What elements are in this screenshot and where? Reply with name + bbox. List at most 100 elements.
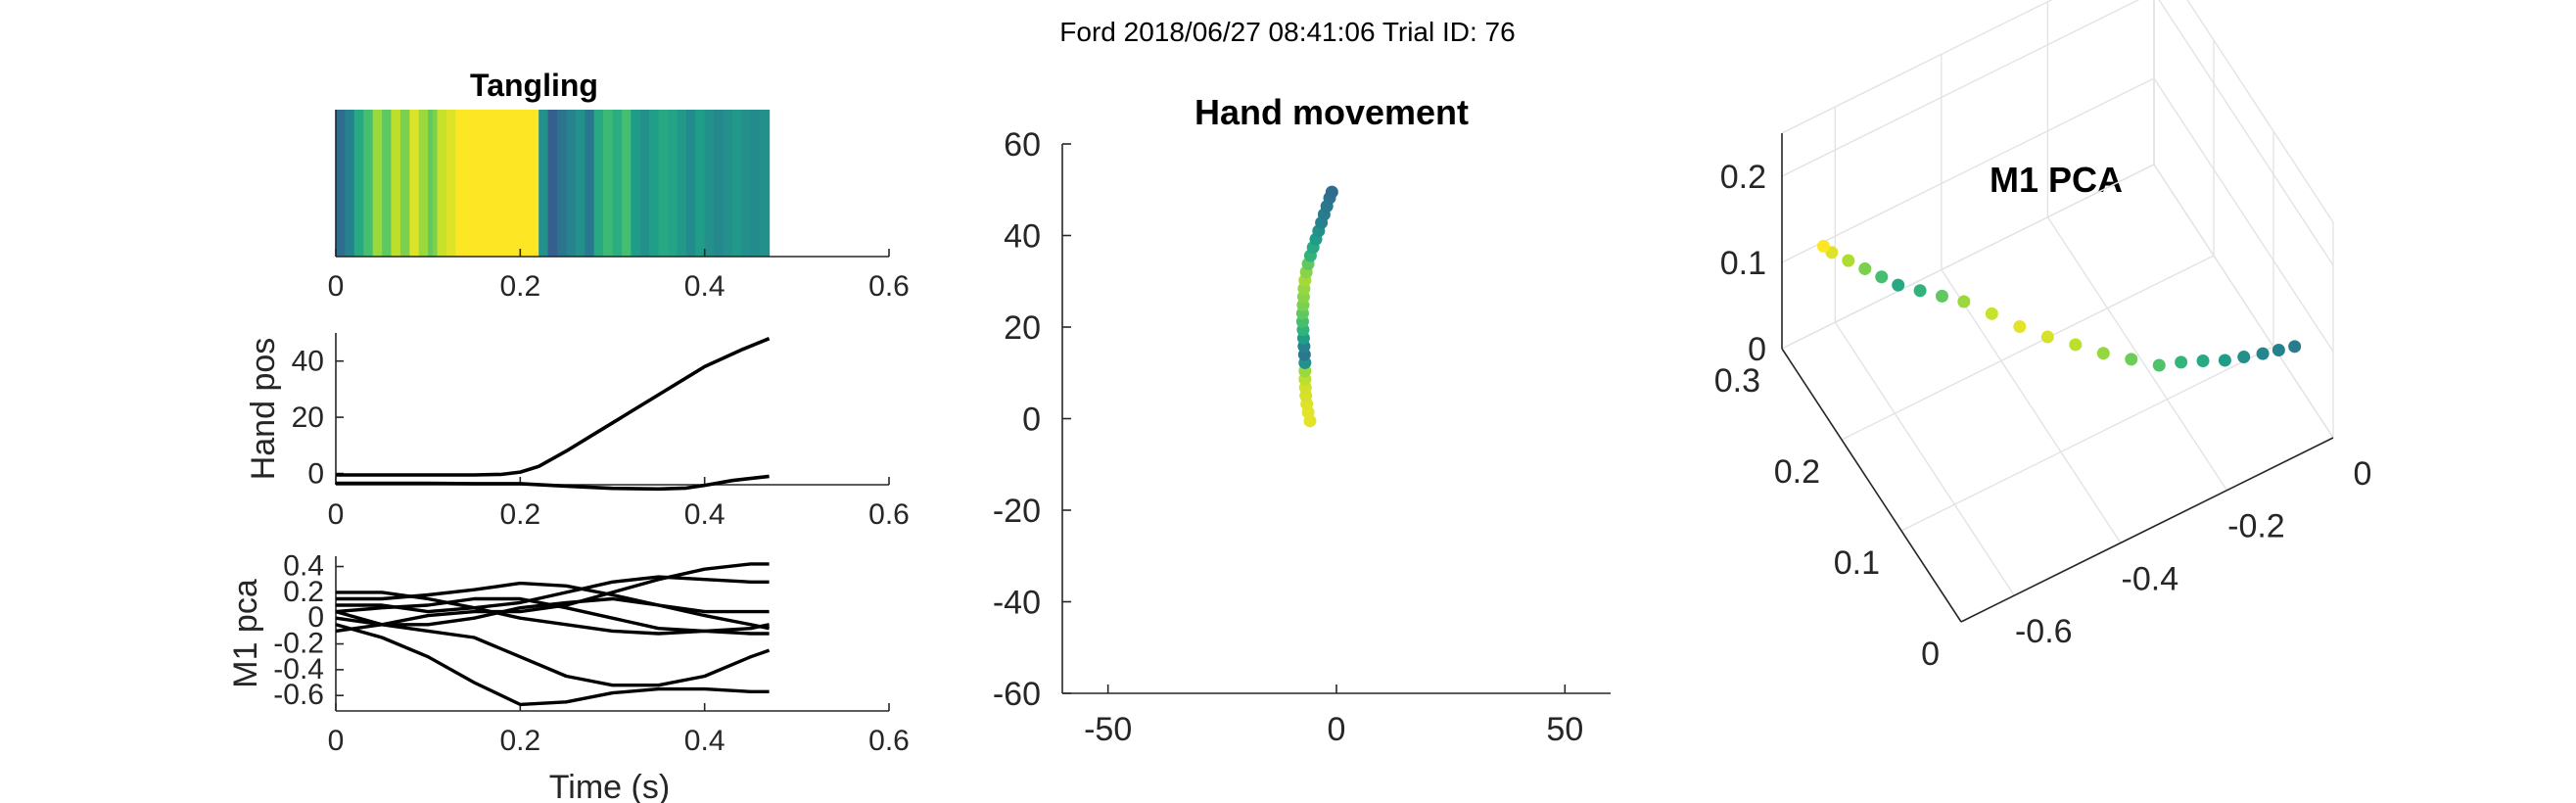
m1-pca-y-tick-label: 0.2 [283, 576, 324, 608]
m1-pca-trace [335, 562, 770, 634]
tangling-cell [367, 110, 374, 257]
m1-pca-3d-point [1842, 254, 1855, 267]
tangling-x-tick-label: 0.4 [684, 270, 726, 303]
m1-pca-trace [335, 596, 770, 627]
tangling-cell [492, 110, 498, 257]
hand-movement-x-tick-label: 50 [1546, 711, 1583, 748]
m1-pca-3d-point [2125, 353, 2138, 366]
hand-movement-point [1325, 185, 1338, 199]
tangling-cell [432, 110, 439, 257]
m1-pca-y-tick-label: -0.6 [273, 679, 324, 711]
back-wall-grid-line [1781, 77, 2155, 263]
tangling-cell [478, 110, 485, 257]
tangling-cell [529, 110, 536, 257]
m1-pca-3d-title: M1 PCA [1990, 160, 2123, 200]
tangling-cell [658, 110, 664, 257]
m1-pca-3d-point [1858, 261, 1872, 275]
m1-pca-3d-x-axis [1960, 437, 2334, 623]
tangling-cell [404, 110, 410, 257]
tangling-x-tick-label: 0 [328, 270, 345, 303]
m1-pca-3d-y-axis [1781, 348, 1962, 623]
tangling-x-tick-label: 0.6 [868, 270, 910, 303]
tangling-cell [764, 110, 771, 257]
tangling-cell [714, 110, 720, 257]
tangling-cell [386, 110, 393, 257]
tangling-cell [681, 110, 687, 257]
tangling-cell [442, 110, 447, 257]
m1-pca-3d-point [2152, 358, 2166, 372]
hand-pos-trace [336, 474, 770, 492]
tangling-cell [704, 110, 710, 257]
m1-pca-3d-point [2272, 343, 2285, 356]
tangling-cell [353, 110, 360, 257]
m1-pca-x-tick-label: 0.6 [868, 725, 910, 757]
tangling-cell [635, 110, 641, 257]
tangling-x-tick-label: 0.2 [499, 270, 540, 303]
tangling-cell [649, 110, 655, 257]
tangling-cell [727, 110, 733, 257]
hand-movement-y-tick-label: 0 [1022, 402, 1041, 439]
tangling-cell [571, 110, 577, 257]
tangling-cell [488, 110, 493, 257]
tangling-cell [755, 110, 761, 257]
tangling-cell [668, 110, 674, 257]
side-wall-grid-line [2153, 164, 2334, 439]
m1-pca-3d-x-tick-label: -0.2 [2227, 508, 2285, 545]
tangling-cell [626, 110, 632, 257]
hand-movement-y-tick-label: 60 [1004, 126, 1041, 164]
tangling-cell [736, 110, 742, 257]
m1-pca-x-tick-label: 0 [328, 725, 345, 757]
tangling-cell [534, 110, 539, 257]
m1-pca-3d-x-tick-label: 0 [2354, 455, 2372, 493]
m1-pca-3d-point [1985, 307, 1998, 320]
box-edge [2186, 0, 2334, 223]
tangling-cell [644, 110, 650, 257]
tangling-cell [510, 110, 517, 257]
floor-grid-line [1900, 346, 2274, 532]
tangling-cell [437, 110, 443, 257]
tangling-cell [464, 110, 471, 257]
hand-movement-title: Hand movement [1194, 92, 1469, 132]
tangling-cell [631, 110, 636, 257]
m1-pca-3d-point [2013, 320, 2027, 334]
tangling-cell [672, 110, 679, 257]
tangling-cell [450, 110, 457, 257]
m1-pca-x-label: Time (s) [549, 769, 670, 803]
tangling-cell [340, 110, 347, 257]
m1-pca-y-tick-label: -0.2 [273, 628, 324, 660]
tangling-cell [418, 110, 425, 257]
m1-pca-y-tick-label: 0.4 [283, 550, 324, 583]
tangling-cell [506, 110, 512, 257]
tangling-cell [423, 110, 429, 257]
m1-pca-3d-x-tick-label: -0.6 [2015, 613, 2073, 650]
tangling-cell [501, 110, 507, 257]
m1-pca-3d-point [2096, 347, 2110, 360]
hand-pos-panel: 0 0.2 0.4 0.6 0 20 40 Hand pos [245, 333, 910, 531]
tangling-cell [520, 110, 526, 257]
hand-pos-x-tick-label: 0 [328, 498, 345, 531]
tangling-cell [525, 110, 531, 257]
hand-pos-y-tick-label: 40 [292, 346, 324, 378]
m1-pca-3d-point [2040, 330, 2054, 344]
m1-pca-trace [336, 590, 770, 636]
tangling-cell [760, 110, 766, 257]
tangling-cell [607, 110, 614, 257]
m1-pca-y-label: M1 pca [227, 579, 264, 688]
m1-pca-3d-point [1957, 295, 1971, 308]
tangling-cell [428, 110, 434, 257]
tangling-cell [677, 110, 682, 257]
tangling-cell [699, 110, 706, 257]
tangling-cell [575, 110, 582, 257]
m1-pca-3d-point [1875, 270, 1889, 284]
tangling-cell [455, 110, 461, 257]
tangling-cell [496, 110, 503, 257]
m1-pca-x-tick-label: 0.4 [684, 725, 726, 757]
tangling-cell [723, 110, 728, 257]
m1-pca-3d-point [2218, 354, 2231, 367]
m1-pca-trace [335, 609, 771, 687]
tangling-panel: Tangling 0 0.2 0.4 0.6 [328, 68, 910, 303]
figure-title: Ford 2018/06/27 08:41:06 Trial ID: 76 [1059, 17, 1515, 47]
m1-pca-3d-point [2196, 354, 2210, 367]
tangling-cell [336, 110, 342, 257]
tangling-cell [391, 110, 397, 257]
